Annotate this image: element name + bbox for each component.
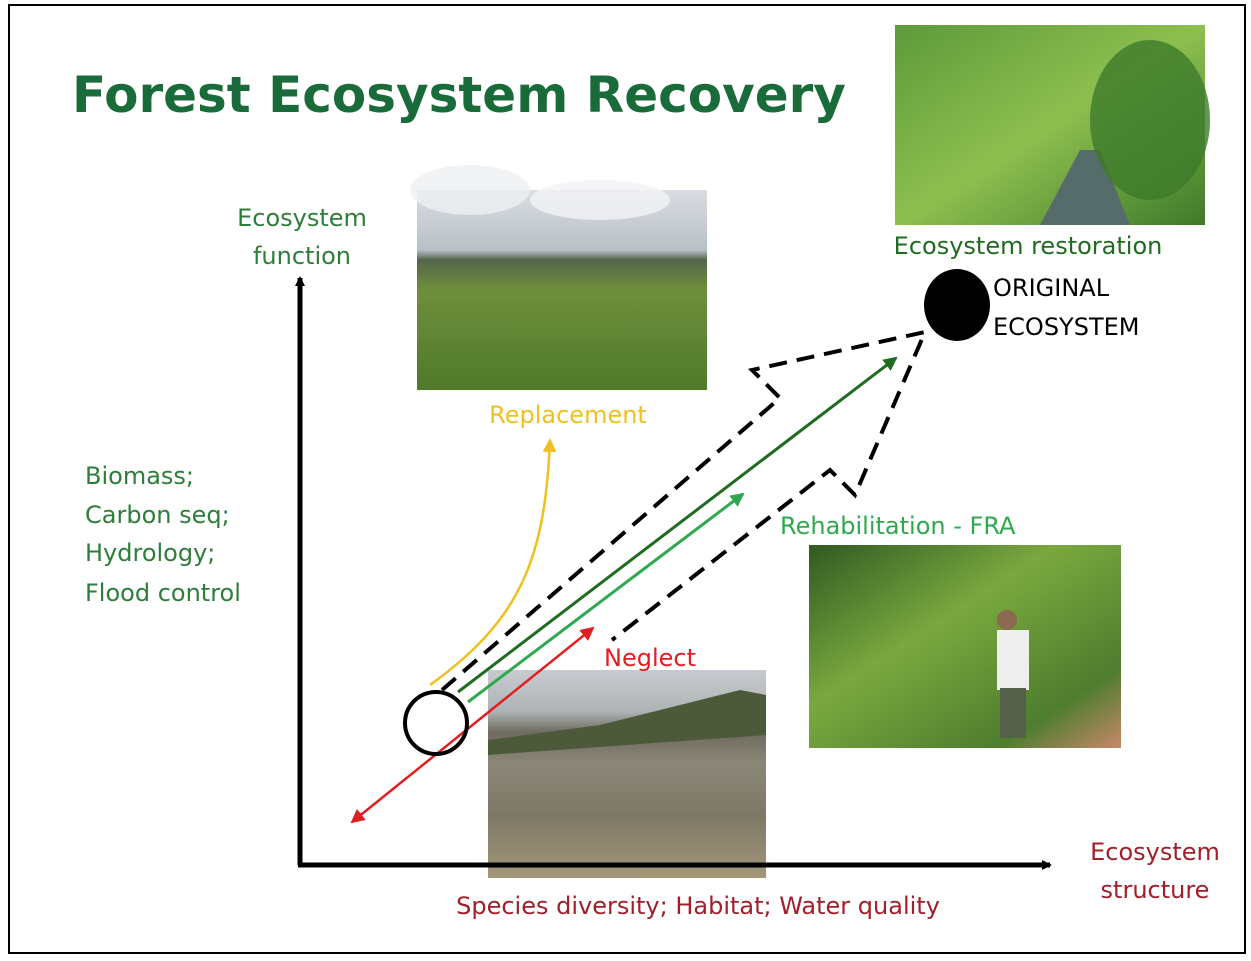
original-label: ORIGINAL (993, 274, 1110, 302)
x-label: structure (1101, 876, 1210, 904)
x-label: Ecosystem (1090, 838, 1220, 866)
y-label: Ecosystem (237, 204, 367, 232)
y-example: Carbon seq; (85, 501, 230, 529)
y-label: function (253, 242, 351, 270)
photo-replacement (410, 165, 707, 390)
restoration-label: Ecosystem restoration (894, 232, 1163, 260)
neglect-label: Neglect (604, 644, 696, 672)
rehabilitation-label: Rehabilitation - FRA (780, 512, 1016, 540)
photo-rehabilitation (809, 545, 1121, 748)
title: Forest Ecosystem Recovery (72, 66, 846, 124)
photo-restoration (895, 25, 1210, 225)
replacement-label: Replacement (489, 401, 647, 429)
x-examples: Species diversity; Habitat; Water qualit… (456, 892, 940, 920)
slide: Forest Ecosystem Recovery Ecosystem func… (0, 0, 1251, 957)
original-ecosystem-dot (924, 269, 990, 341)
y-example: Biomass; (85, 462, 194, 490)
y-example: Flood control (85, 579, 241, 607)
y-example: Hydrology; (85, 539, 215, 567)
original-label: ECOSYSTEM (993, 313, 1139, 341)
photo-neglect (488, 670, 766, 878)
